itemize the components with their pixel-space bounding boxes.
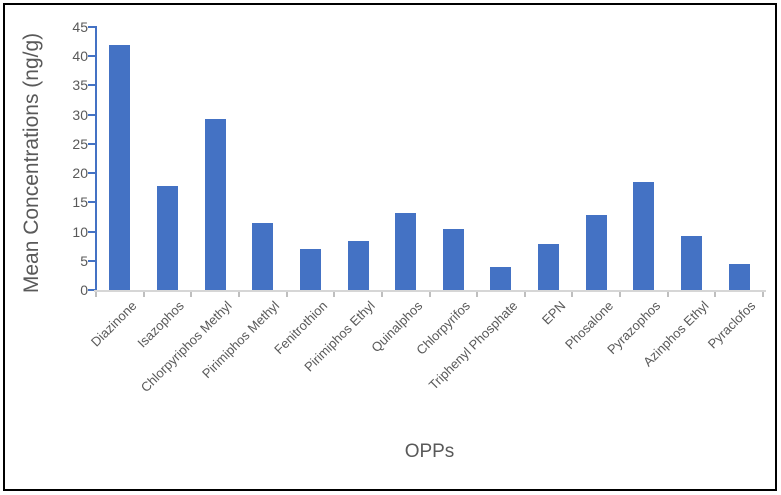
y-axis-line bbox=[95, 26, 97, 291]
y-tick-label: 40 bbox=[72, 48, 88, 65]
bar-pirimiphos-ethyl bbox=[347, 240, 369, 290]
bar-quinalphos bbox=[395, 212, 417, 290]
y-tick-label: 30 bbox=[72, 106, 88, 123]
bar-pirimiphos-methyl bbox=[252, 222, 274, 290]
x-tick-mark bbox=[666, 292, 669, 297]
bar-triphenyl-phosphate bbox=[490, 266, 512, 290]
x-tick-mark bbox=[714, 292, 717, 297]
y-tick-mark bbox=[88, 289, 95, 291]
bar-azinphos-ethyl bbox=[681, 236, 703, 290]
bar-isazophos bbox=[156, 185, 178, 290]
y-tick-label: 0 bbox=[80, 282, 88, 298]
x-tick-mark bbox=[333, 292, 336, 297]
y-tick-label: 5 bbox=[80, 252, 88, 269]
x-tick-mark bbox=[142, 292, 145, 297]
bar-diazinone bbox=[109, 44, 131, 290]
bar-fenitrothion bbox=[299, 249, 321, 290]
x-tick-mark bbox=[619, 292, 622, 297]
x-tick-mark bbox=[762, 292, 764, 297]
y-tick-mark bbox=[88, 201, 95, 204]
bar-epn bbox=[538, 244, 560, 290]
bar-chlorpyriphos-methyl bbox=[204, 119, 226, 290]
x-tick-mark bbox=[190, 292, 193, 297]
bar-pyraclofos bbox=[728, 263, 750, 290]
x-tick-mark bbox=[571, 292, 574, 297]
y-tick-mark bbox=[88, 172, 95, 175]
bar-phosalone bbox=[585, 215, 607, 290]
y-tick-mark bbox=[88, 113, 95, 116]
x-tick-mark bbox=[380, 292, 383, 297]
x-tick-mark bbox=[476, 292, 479, 297]
x-tick-mark bbox=[285, 292, 288, 297]
x-tick-mark bbox=[428, 292, 431, 297]
y-tick-mark bbox=[88, 26, 95, 28]
y-tick-label: 20 bbox=[72, 165, 88, 182]
x-axis-line bbox=[94, 290, 766, 292]
y-tick-label: 10 bbox=[72, 223, 88, 240]
y-tick-label: 35 bbox=[72, 77, 88, 94]
y-tick-label: 25 bbox=[72, 135, 88, 152]
x-tick-mark bbox=[523, 292, 526, 297]
x-tick-mark bbox=[95, 292, 97, 297]
x-tick-mark bbox=[237, 292, 240, 297]
y-tick-label: 15 bbox=[72, 194, 88, 211]
bar-chlorpyrifos bbox=[442, 229, 464, 290]
y-tick-mark bbox=[88, 259, 95, 262]
y-tick-mark bbox=[88, 55, 95, 58]
y-tick-mark bbox=[88, 142, 95, 145]
x-axis-title: OPPs bbox=[404, 441, 455, 462]
y-tick-mark bbox=[88, 230, 95, 233]
chart-border-frame bbox=[3, 3, 777, 491]
bar-pyrazophos bbox=[633, 181, 655, 290]
y-tick-mark bbox=[88, 84, 95, 87]
y-tick-label: 45 bbox=[72, 19, 88, 35]
